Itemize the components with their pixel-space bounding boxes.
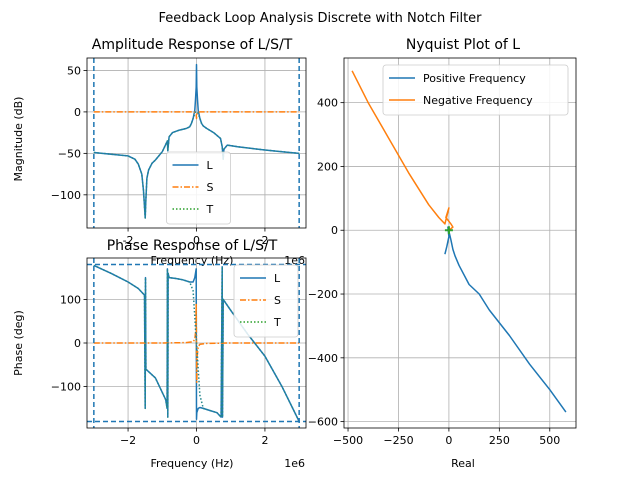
phase-xlabel: Frequency (Hz): [151, 457, 234, 470]
nyquist-axes-frame: [343, 57, 577, 429]
nyquist-ytick-label-5: −600: [308, 416, 338, 429]
nyquist-legend: Positive Frequency Negative Frequency: [382, 64, 569, 116]
amplitude-ytick-label-0: 50: [67, 64, 81, 77]
amplitude-series-s: [93, 111, 300, 120]
phase-ytick-label-1: 0: [74, 337, 81, 350]
nyquist-series-negative-frequency: [351, 70, 454, 231]
amplitude-legend-label-0: L: [207, 159, 214, 172]
amplitude-x-multiplier: 1e6: [284, 254, 305, 267]
phase-xtick-label-2: 2: [261, 434, 268, 447]
nyquist-ytick-label-1: 200: [317, 160, 338, 173]
amplitude-plot-area: -2 0 2 50 0 −50 −100 LST: [51, 57, 307, 247]
amplitude-xtick-label-1: 0: [193, 234, 200, 247]
nyquist-ytick-label-4: −400: [308, 352, 338, 365]
nyquist-xtick-label-0: −500: [333, 434, 363, 447]
amplitude-xtick-label-2: 2: [261, 234, 268, 247]
nyquist-xlabel: Real: [451, 457, 475, 470]
nyquist-legend-box: [382, 64, 569, 116]
phase-legend-box: [233, 264, 299, 338]
phase-series-l: [93, 264, 300, 422]
figure-suptitle: Feedback Loop Analysis Discrete with Not…: [158, 11, 482, 26]
nyquist-ytick-label-0: 400: [317, 97, 338, 110]
amplitude-ytick-label-2: −50: [58, 147, 81, 160]
amplitude-legend-label-1: S: [207, 181, 214, 194]
amplitude-xlabel: Frequency (Hz): [151, 254, 234, 267]
nyquist-xtick-label-4: 500: [539, 434, 560, 447]
phase-ytick-label-0: 100: [60, 293, 81, 306]
phase-legend: LST: [233, 264, 299, 338]
nyquist-xtick-label-2: 0: [445, 434, 452, 447]
nyquist-series-group: [351, 70, 567, 413]
nyquist-legend-label-0: Positive Frequency: [423, 72, 526, 85]
amplitude-xtick-label-0: -2: [123, 234, 134, 247]
phase-ytick-label-2: −100: [51, 381, 81, 394]
phase-plot-area: −2 0 2 100 0 −100 LST: [51, 257, 307, 447]
amplitude-ylabel: Magnitude (dB): [12, 97, 25, 182]
phase-legend-label-2: T: [273, 316, 281, 329]
nyquist-ytick-label-3: −200: [308, 288, 338, 301]
phase-series-t: [93, 264, 300, 422]
phase-xtick-label-0: −2: [120, 434, 136, 447]
amplitude-title: Amplitude Response of L/S/T: [92, 37, 293, 53]
phase-series-group: [87, 258, 306, 428]
nyquist-xtick-label-1: −250: [383, 434, 413, 447]
phase-x-multiplier: 1e6: [284, 457, 305, 470]
nyquist-legend-label-1: Negative Frequency: [423, 94, 533, 107]
nyquist-ytick-label-2: 0: [331, 224, 338, 237]
amplitude-legend-label-2: T: [206, 203, 214, 216]
amplitude-legend-box: [166, 151, 231, 225]
phase-title: Phase Response of L/S/T: [107, 238, 278, 254]
nyquist-subplot: Nyquist Plot of L −500 −250 0 250 500 400 200 0…: [308, 37, 577, 470]
amplitude-ytick-label-3: −100: [51, 189, 81, 202]
phase-legend-label-1: S: [274, 294, 281, 307]
phase-xtick-label-1: 0: [193, 434, 200, 447]
amplitude-ytick-label-1: 0: [74, 106, 81, 119]
phase-ylabel: Phase (deg): [12, 310, 25, 376]
nyquist-series-positive-frequency: [444, 226, 567, 413]
phase-legend-label-0: L: [274, 272, 281, 285]
amplitude-legend: LST: [166, 151, 231, 225]
nyquist-title: Nyquist Plot of L: [406, 37, 520, 53]
amplitude-subplot: Amplitude Response of L/S/T -2 0 2 50 0 −50 −1…: [12, 37, 307, 267]
nyquist-plot-area: −500 −250 0 250 500 400 200 0 −200 −400 −600 Positi…: [308, 57, 577, 447]
nyquist-xtick-label-3: 250: [489, 434, 510, 447]
